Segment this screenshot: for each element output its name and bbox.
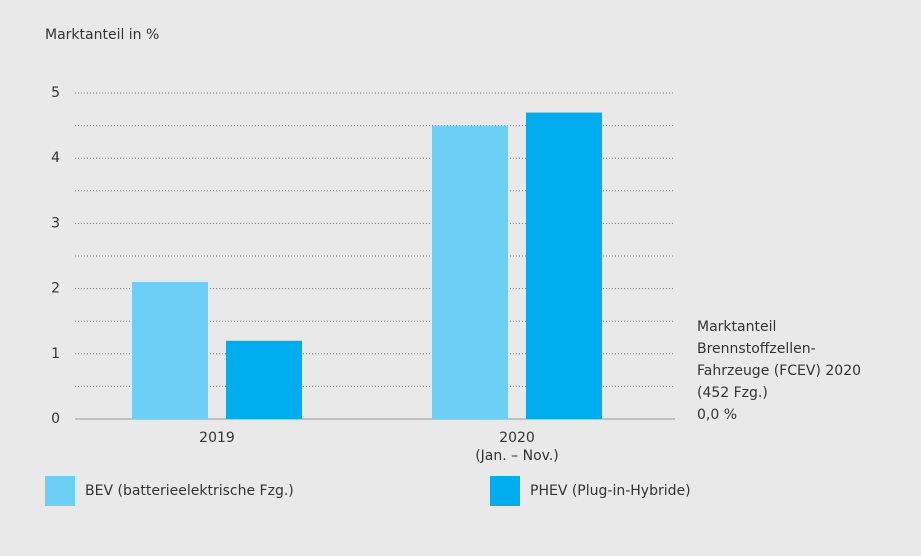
x-tick-note: (Jan. – Nov.) xyxy=(475,448,559,464)
legend-swatch xyxy=(45,476,75,506)
legend-swatch xyxy=(490,476,520,506)
y-tick-label: 1 xyxy=(51,346,60,362)
annotation-line: (452 Fzg.) xyxy=(697,385,768,401)
y-tick-label: 0 xyxy=(51,411,60,427)
x-tick-label: 2020 xyxy=(499,430,535,446)
y-tick-label: 5 xyxy=(51,85,60,101)
annotation-line: 0,0 % xyxy=(697,407,737,423)
legend-label: BEV (batterieelektrische Fzg.) xyxy=(85,483,294,499)
legend-label: PHEV (Plug-in-Hybride) xyxy=(530,483,691,499)
annotation-line: Brennstoffzellen- xyxy=(697,341,816,357)
y-tick-label: 2 xyxy=(51,281,60,297)
bar xyxy=(526,112,602,419)
annotation-line: Fahrzeuge (FCEV) 2020 xyxy=(697,363,861,379)
y-tick-label: 4 xyxy=(51,150,60,166)
y-tick-label: 3 xyxy=(51,215,60,231)
bar xyxy=(226,340,302,419)
bar xyxy=(132,282,208,419)
bar xyxy=(432,125,508,419)
x-tick-label: 2019 xyxy=(199,430,235,446)
y-axis-label: Marktanteil in % xyxy=(45,27,159,43)
annotation-line: Marktanteil xyxy=(697,319,776,335)
